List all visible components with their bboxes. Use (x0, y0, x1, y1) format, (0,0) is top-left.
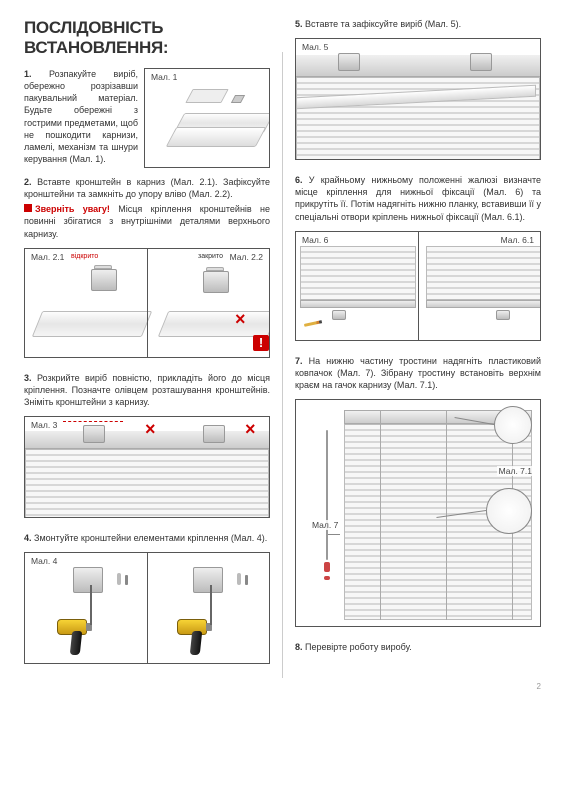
fig-3: Мал. 3 × × (24, 416, 270, 518)
step-6: 6. У крайньому нижньому положенні жалюзі… (295, 174, 541, 223)
fig-71-label: Мал. 7.1 (497, 466, 534, 476)
page-title: ПОСЛІДОВНІСТЬ ВСТАНОВЛЕННЯ: (24, 18, 270, 58)
fig-2: Мал. 2.1 Мал. 2.2 відкрито закрито × ! (24, 248, 270, 358)
step-1-num: 1. (24, 69, 32, 79)
fig-6-label: Мал. 6 (300, 235, 330, 245)
step-2-text-a: Вставте кронштейн в карниз (Мал. 2.1). З… (24, 177, 270, 199)
step-1: 1. Розпакуйте виріб, обережно розрізавши… (24, 68, 270, 168)
fig-61-label: Мал. 6.1 (499, 235, 536, 245)
step-4-num: 4. (24, 533, 32, 543)
step-3-text: Розкрийте виріб повністю, прикладіть йог… (24, 373, 270, 407)
step-3-num: 3. (24, 373, 32, 383)
step-8-num: 8. (295, 642, 303, 652)
page-number: 2 (24, 682, 541, 691)
fig-5-label: Мал. 5 (300, 42, 330, 52)
fig-7: Мал. 7 Мал. 7.1 (295, 399, 541, 627)
fig-4: Мал. 4 (24, 552, 270, 664)
step-8-text: Перевірте роботу виробу. (305, 642, 412, 652)
fig-5: Мал. 5 (295, 38, 541, 160)
fig-3-label: Мал. 3 (29, 420, 59, 430)
fig-6: Мал. 6 Мал. 6.1 (295, 231, 541, 341)
step-5: 5. Вставте та зафіксуйте виріб (Мал. 5). (295, 18, 541, 30)
step-4-text: Змонтуйте кронштейни елементами кріпленн… (34, 533, 267, 543)
step-1-text: Розпакуйте виріб, обережно розрізавши па… (24, 69, 138, 164)
fig-22-label: Мал. 2.2 (228, 252, 265, 262)
step-8: 8. Перевірте роботу виробу. (295, 641, 541, 653)
fig-7-label: Мал. 7 (310, 520, 340, 530)
fig-21-label: Мал. 2.1 (29, 252, 66, 262)
step-7: 7. На нижню частину тростини надягніть п… (295, 355, 541, 391)
step-3: 3. Розкрийте виріб повністю, прикладіть … (24, 372, 270, 408)
step-6-text: У крайньому нижньому положенні жалюзі ви… (295, 175, 541, 221)
step-2: 2. Вставте кронштейн в карниз (Мал. 2.1)… (24, 176, 270, 240)
step-2-warn-prefix: Зверніть увагу! (35, 204, 110, 214)
step-7-num: 7. (295, 356, 303, 366)
step-2-num: 2. (24, 177, 32, 187)
open-label: відкрито (71, 253, 98, 260)
fig-1-label: Мал. 1 (149, 72, 179, 82)
step-5-num: 5. (295, 19, 303, 29)
closed-label: закрито (198, 253, 223, 260)
step-7-text: На нижню частину тростини надягніть плас… (295, 356, 541, 390)
step-4: 4. Змонтуйте кронштейни елементами кріпл… (24, 532, 270, 544)
step-6-num: 6. (295, 175, 303, 185)
step-5-text: Вставте та зафіксуйте виріб (Мал. 5). (305, 19, 461, 29)
fig-1: Мал. 1 (144, 68, 270, 168)
fig-4-label: Мал. 4 (29, 556, 59, 566)
